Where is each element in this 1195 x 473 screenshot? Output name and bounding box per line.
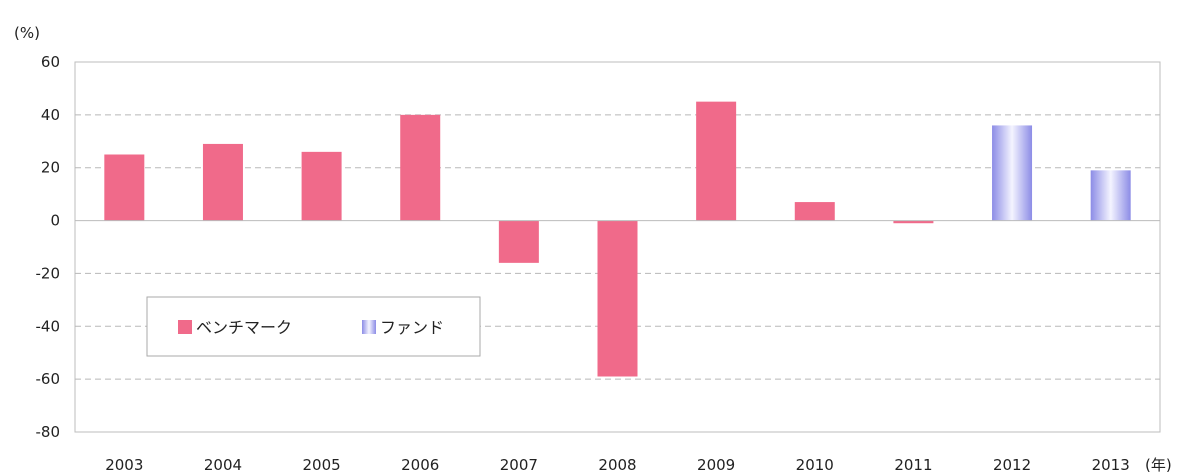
y-tick-label: -40 [36, 317, 61, 335]
bar-2003 [104, 154, 145, 221]
x-axis-ticks: 2003 2004 2005 2006 2007 2008 2009 2010 2011 2012… [105, 456, 1130, 473]
x-tick-label: 2003 [105, 456, 143, 473]
y-tick-label: -20 [36, 264, 61, 282]
y-tick-label: 60 [41, 53, 60, 71]
bars [104, 101, 1131, 377]
x-axis-unit: (年) [1145, 456, 1172, 473]
y-tick-label: 0 [50, 212, 60, 230]
bar-2008 [597, 220, 638, 377]
bar-2007 [498, 220, 539, 263]
x-tick-label: 2013 [1092, 456, 1130, 473]
y-tick-label: 40 [41, 106, 60, 124]
gridlines [75, 114, 1160, 380]
bar-2010 [794, 202, 835, 221]
bar-2013 [1090, 170, 1131, 221]
bar-2009 [696, 101, 737, 221]
x-tick-label: 2007 [500, 456, 538, 473]
legend-swatch-benchmark [178, 320, 192, 334]
bar-2012 [992, 125, 1033, 221]
x-tick-label: 2005 [302, 456, 340, 473]
bar-2011 [893, 220, 934, 224]
legend: ベンチマーク ファンド [146, 296, 481, 357]
x-tick-label: 2009 [697, 456, 735, 473]
y-tick-label: -60 [36, 370, 61, 388]
bar-2004 [202, 143, 243, 221]
y-tick-label: 20 [41, 159, 60, 177]
bar-2006 [400, 114, 441, 221]
y-axis-ticks: 60 40 20 0 -20 -40 -60 -80 [36, 53, 61, 441]
x-tick-label: 2004 [204, 456, 242, 473]
bar-2005 [301, 151, 342, 221]
x-tick-label: 2006 [401, 456, 439, 473]
y-tick-label: -80 [36, 423, 61, 441]
x-tick-label: 2008 [598, 456, 636, 473]
legend-box [146, 296, 481, 357]
legend-label-fund: ファンド [380, 318, 444, 337]
x-tick-label: 2011 [894, 456, 932, 473]
legend-label-benchmark: ベンチマーク [196, 318, 292, 337]
x-tick-label: 2012 [993, 456, 1031, 473]
x-tick-label: 2010 [796, 456, 834, 473]
y-axis-unit: (%) [14, 24, 40, 42]
legend-swatch-fund [362, 320, 376, 334]
